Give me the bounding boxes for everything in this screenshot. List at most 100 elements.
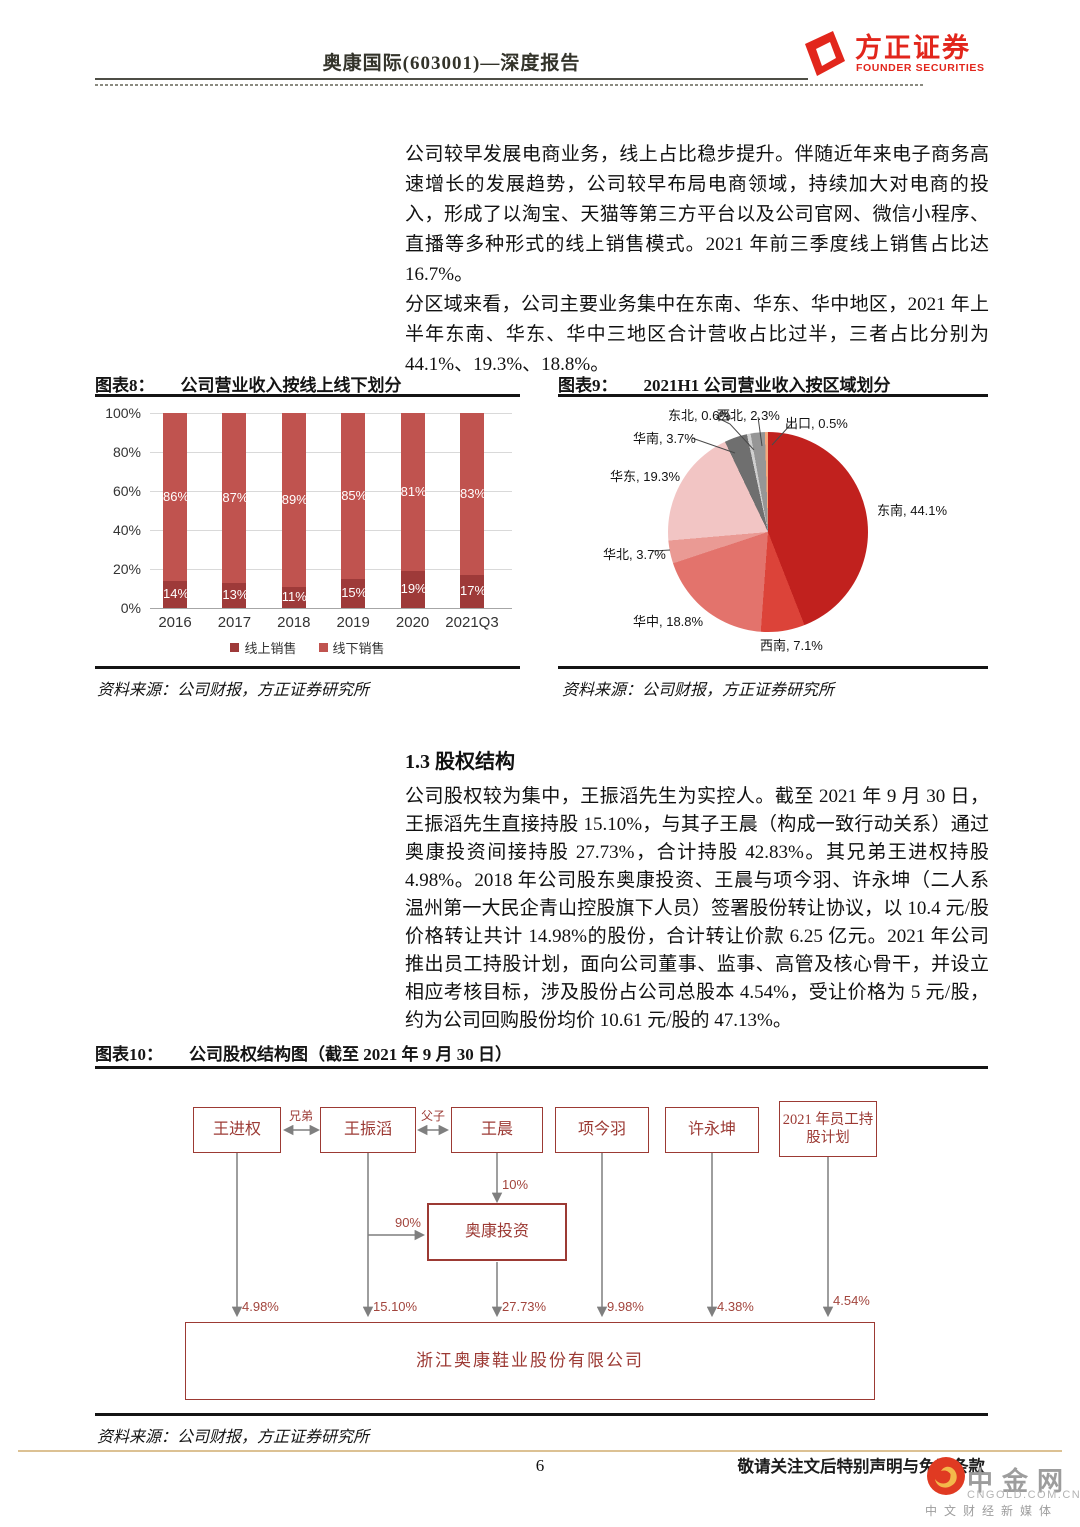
footer-disclaimer: 敬请关注文后特别声明与免责条款 (737, 1458, 986, 1476)
bar-segment-offline: 89% (281, 413, 308, 587)
figure10-rule (95, 1066, 988, 1069)
org-node-wangzhentao: 王振滔 (320, 1107, 416, 1153)
bar-segment-online: 19% (400, 570, 427, 608)
bar-x-tick: 2017 (217, 614, 252, 631)
paragraph-regions: 分区域来看，公司主要业务集中在东南、华东、华中地区，2021 年上半年东南、华东… (405, 294, 989, 375)
figure10-title: 公司股权结构图（截至 2021 年 9 月 30 日） (189, 1045, 512, 1064)
doc-title: 奥康国际(603001)—深度报告 (322, 53, 581, 74)
footer-rule (18, 1450, 1062, 1452)
bar-segment-online: 14% (163, 580, 189, 608)
bar-value-offline: 81% (400, 483, 427, 499)
figure8-source-rule (95, 666, 520, 669)
watermark-domain: CNGOLD.COM.CN (967, 1489, 1080, 1501)
section-heading: 1.3 股权结构 (405, 751, 515, 773)
paragraph-ecommerce: 公司较早发展电商业务，线上占比稳步提升。伴随近年来电子商务高速增长的发展趋势，公… (405, 144, 989, 285)
bar-value-online: 19% (400, 581, 427, 597)
bar-x-tick: 2020 (395, 614, 430, 631)
pie-slice-label: 华中, 18.8% (633, 614, 704, 629)
org-node-aokang-investment: 奥康投资 (427, 1203, 567, 1261)
bar-segment-offline: 85% (341, 413, 368, 579)
org-node-xiangjinyu: 项今羽 (555, 1107, 649, 1153)
figure10-caption: 图表10： 公司股权结构图（截至 2021 年 9 月 30 日） (95, 1040, 512, 1065)
pie-slice-label: 华北, 3.7% (603, 547, 666, 562)
figure8-source: 资料来源：公司财报，方正证券研究所 (97, 682, 370, 699)
bar-y-tick: 80% (112, 444, 141, 460)
bar-gridline (150, 607, 512, 609)
bar-segment-online: 13% (222, 582, 249, 608)
figure9-source: 资料来源：公司财报，方正证券研究所 (562, 682, 835, 699)
figure8-rule (95, 394, 520, 397)
pie-slice-label: 西南, 7.1% (760, 638, 823, 653)
figure9-title: 2021H1 公司营业收入按区域划分 (643, 376, 891, 395)
legend-item: 线上销售 (230, 638, 297, 657)
org-holding-pct-0: 4.98% (242, 1299, 279, 1314)
brand-name-en: FOUNDER SECURITIES (856, 62, 985, 74)
bar-y-tick: 40% (112, 522, 141, 538)
org-relation-brothers: 兄弟 (288, 1109, 313, 1123)
figure8-caption: 图表8： 公司营业收入按线上线下划分 (95, 371, 402, 396)
equity-structure-diagram: 王进权 王振滔 王晨 项今羽 许永坤 2021 年员工持股计划 兄弟 父子 奥康… (95, 1085, 985, 1405)
pie-chart-revenue-by-region: 东南, 44.1% 西南, 7.1% 华中, 18.8% 华北, 3.7% 华东, 19… (555, 400, 990, 662)
pie-slice-label: 东南, 44.1% (877, 503, 948, 518)
bar-gridline (150, 412, 512, 414)
bar-value-offline: 87% (222, 489, 249, 505)
header-rule-solid (95, 78, 808, 80)
bar-value-online: 13% (222, 587, 249, 603)
legend-swatch-icon (318, 643, 328, 652)
org-connectors (231, 1124, 834, 1318)
paragraph-equity-structure: 公司股权较为集中，王振滔先生为实控人。截至 2021 年 9 月 30 日，王振… (405, 786, 989, 1031)
org-edge-10pct: 10% (502, 1177, 529, 1192)
bar-chart-plot-area: 86% 14% 87% 13% 89% 11% 85% 15% 81% 19% 83% 17% (150, 412, 512, 609)
figure10-source-rule (95, 1413, 988, 1416)
bar-y-tick: 100% (105, 405, 141, 421)
org-holding-pct-1: 15.10% (373, 1299, 418, 1314)
org-holding-pct-3: 9.98% (607, 1299, 644, 1314)
pie-slice-label: 出口, 0.5% (785, 416, 848, 431)
bar-chart-online-offline: 0% 20% 40% 60% 80% 100% 86% 14% 87% 13% 89% 11% 85%… (95, 402, 520, 658)
bar-segment-offline: 81% (400, 413, 427, 571)
bar-value-offline: 85% (341, 487, 368, 503)
figure9-label: 图表9： (558, 376, 618, 395)
brand-name-cn: 方正证券 (855, 33, 971, 63)
pie-slice-label: 西北, 2.3% (717, 408, 780, 423)
bar-gridline (150, 451, 512, 453)
header-rule-dotted (95, 84, 925, 86)
bar-chart-legend: 线上销售 线下销售 (95, 638, 520, 657)
figure10-label: 图表10： (95, 1045, 163, 1064)
bar-value-offline: 86% (163, 488, 190, 504)
pie-slice-label: 东北, 0.6% (668, 408, 731, 423)
page-number: 6 (535, 1456, 545, 1475)
bar-x-tick: 2019 (336, 614, 370, 631)
bar-value-online: 17% (460, 583, 487, 599)
pie-slice-label: 华南, 3.7% (633, 431, 696, 446)
watermark-name: 中金网 (967, 1466, 1073, 1496)
figure10-source: 资料来源：公司财报，方正证券研究所 (97, 1429, 370, 1446)
bar-segment-offline: 83% (460, 413, 487, 575)
cngold-watermark-icon (927, 1457, 965, 1495)
bar-value-online: 11% (281, 589, 307, 605)
bar-segment-offline: 86% (163, 413, 190, 581)
bar-x-tick: 2018 (277, 614, 311, 631)
legend-item: 线下销售 (318, 638, 385, 657)
bar-segment-online: 15% (341, 578, 367, 608)
bar-value-offline: 89% (281, 491, 308, 507)
bar-segment-online: 17% (460, 574, 487, 608)
watermark-tagline: 中文财经新媒体 (925, 1504, 1059, 1518)
legend-label: 线下销售 (332, 641, 385, 656)
figure9-caption: 图表9： 2021H1 公司营业收入按区域划分 (558, 371, 890, 396)
bar-y-tick: 60% (112, 483, 141, 499)
figure8-title: 公司营业收入按线上线下划分 (180, 376, 402, 395)
org-node-esop: 2021 年员工持股计划 (779, 1101, 877, 1157)
bar-gridline (150, 490, 512, 492)
org-node-company: 浙江奥康鞋业股份有限公司 (185, 1322, 875, 1400)
pie-slice-label: 华东, 19.3% (610, 469, 681, 484)
bar-segment-online: 11% (281, 586, 307, 608)
legend-swatch-icon (230, 643, 240, 652)
org-edge-90pct: 90% (394, 1215, 421, 1230)
bar-value-offline: 83% (460, 485, 487, 501)
pie-disc (668, 432, 868, 632)
org-node-xuyongkun: 许永坤 (665, 1107, 759, 1153)
org-holding-pct-2: 27.73% (502, 1299, 547, 1314)
bar-x-tick: 2021Q3 (445, 614, 499, 631)
